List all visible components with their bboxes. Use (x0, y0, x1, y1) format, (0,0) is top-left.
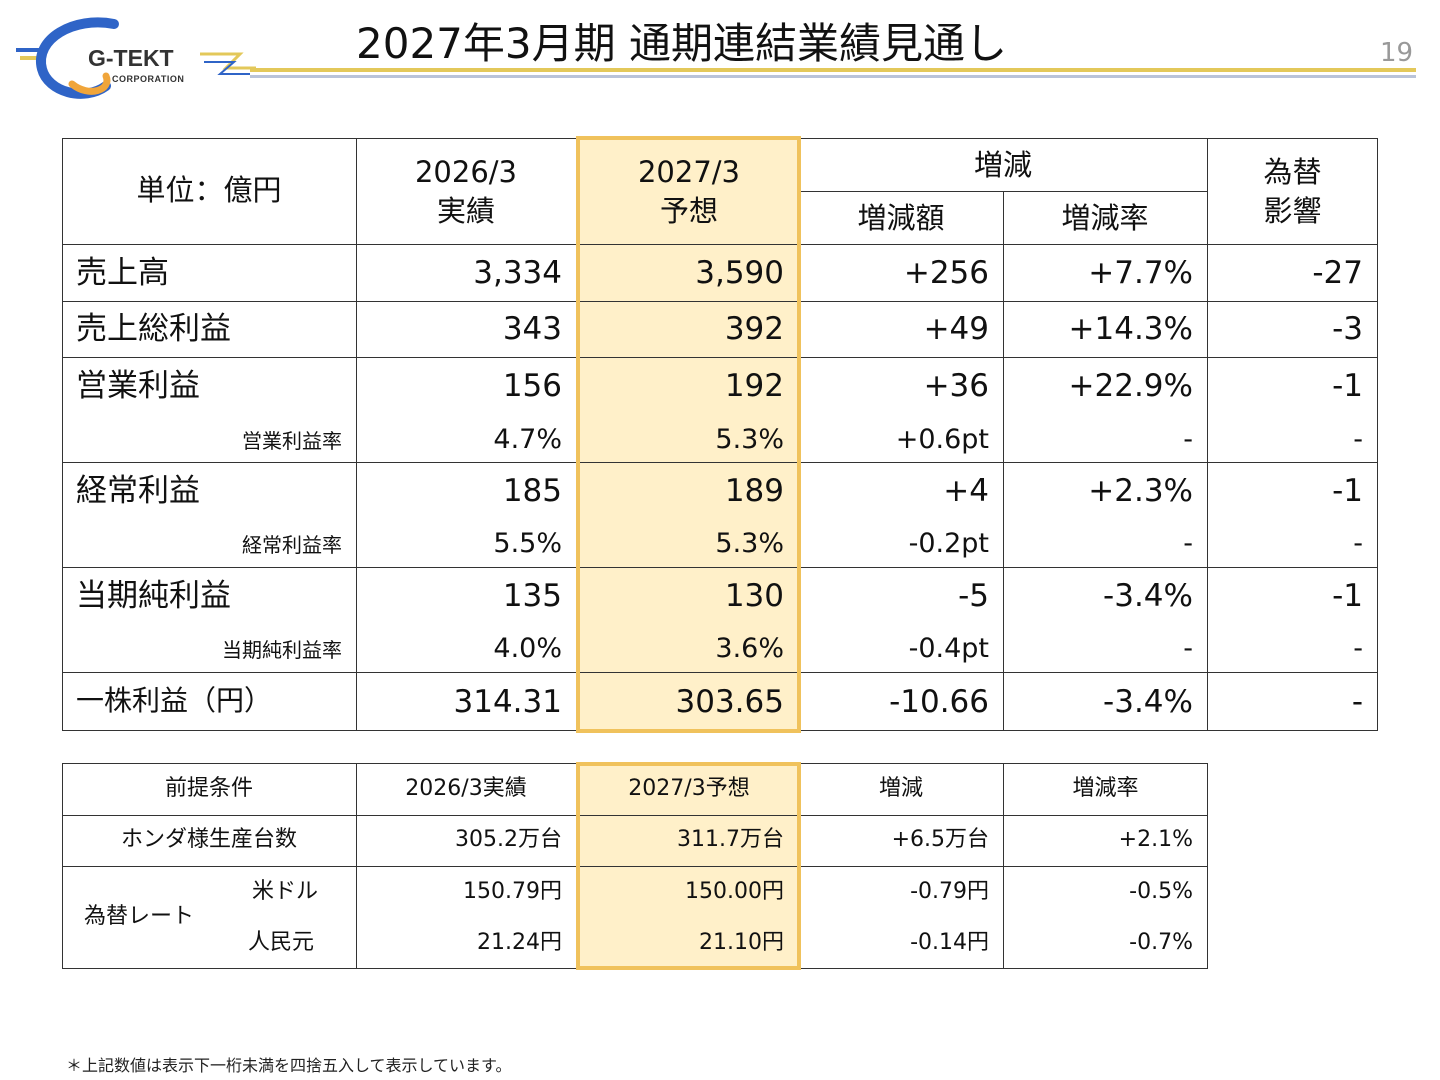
cell-rate: +14.3% (1068, 311, 1193, 347)
cell-forecast: 21.10円 (699, 930, 784, 955)
title-rule-blue (250, 75, 1416, 78)
cell-fx: - (1353, 528, 1363, 559)
cell-fx: -3 (1332, 311, 1363, 347)
page-title: 2027年3月期 通期連結業績見通し (356, 19, 1007, 68)
logo-subtext: CORPORATION (112, 74, 184, 84)
cond-header: 増減率 (1072, 776, 1139, 801)
cell-amount: -0.4pt (908, 633, 989, 664)
cell-rate: -0.5% (1129, 879, 1193, 904)
cny-label: 人民元 (248, 930, 315, 955)
forecast-column-border (576, 136, 801, 733)
cell-forecast: 392 (724, 311, 784, 347)
cell-rate: - (1183, 528, 1193, 559)
assumptions-table: 前提条件 2026/3実績 2027/3予想 増減 増減率 ホンダ様生産台数 3… (62, 762, 1208, 970)
col-forecast-year: 2027/3 (637, 155, 741, 189)
forecast-column-highlight (578, 138, 800, 731)
cell-prev: 156 (502, 368, 562, 404)
cell-fx: -1 (1332, 473, 1363, 509)
row-label: 経常利益 (76, 473, 200, 509)
row-label: 一株利益（円） (76, 684, 273, 717)
cell-forecast: 3.6% (715, 633, 784, 664)
sub-row-label: 当期純利益率 (222, 638, 342, 662)
col-forecast-sub: 予想 (659, 194, 718, 228)
footnote: ＊上記数値は表示下一桁未満を四捨五入して表示しています。 (66, 1056, 512, 1075)
cell-rate: - (1183, 424, 1193, 455)
cell-rate: +22.9% (1068, 368, 1193, 404)
cell-forecast: 189 (724, 473, 784, 509)
sub-row-label: 営業利益率 (242, 429, 342, 453)
cell-forecast: 303.65 (675, 684, 784, 720)
cell-fx: -27 (1312, 255, 1363, 291)
fx-rate-label: 為替レート (84, 904, 195, 929)
cell-prev: 4.0% (493, 633, 562, 664)
forecast-column-border (576, 762, 801, 970)
cell-amount: +6.5万台 (891, 827, 989, 852)
cell-amount: +4 (943, 473, 989, 509)
cell-forecast: 311.7万台 (677, 827, 784, 852)
cell-rate: - (1183, 633, 1193, 664)
col-change-rate: 増減率 (1061, 201, 1149, 235)
col-prev-year: 2026/3 (414, 155, 518, 189)
logo-text: G-TEKT (88, 45, 174, 71)
cell-forecast: 150.00円 (685, 879, 784, 904)
honda-label: ホンダ様生産台数 (120, 827, 297, 852)
cell-prev: 135 (502, 578, 562, 614)
col-fx-line1: 為替 (1263, 155, 1322, 189)
usd-label: 米ドル (252, 879, 319, 904)
cell-amount: -5 (958, 578, 989, 614)
forecast-results-table: 単位：億円 2026/3 実績 2027/3 予想 増減 増減額 増減率 為替 … (62, 136, 1378, 733)
cell-amount: -10.66 (889, 684, 989, 720)
cell-fx: -1 (1332, 578, 1363, 614)
row-label: 売上高 (76, 255, 169, 291)
cell-forecast: 3,590 (695, 255, 784, 291)
unit-label: 単位：億円 (136, 173, 282, 207)
cell-amount: +36 (923, 368, 989, 404)
cell-rate: -0.7% (1129, 930, 1193, 955)
cell-amount: +0.6pt (895, 424, 989, 455)
cell-forecast: 192 (724, 368, 784, 404)
col-fx-line2: 影響 (1263, 194, 1322, 228)
cell-prev: 3,334 (473, 255, 562, 291)
row-label: 当期純利益 (76, 578, 231, 614)
cell-rate: -3.4% (1103, 578, 1193, 614)
cell-prev: 150.79円 (463, 879, 562, 904)
col-change-amount: 増減額 (857, 201, 945, 235)
page-number: 19 (1380, 38, 1414, 68)
g-tekt-logo-icon: G-TEKT CORPORATION (16, 17, 256, 99)
cond-header: 2026/3実績 (405, 776, 527, 801)
cell-rate: +2.1% (1118, 827, 1193, 852)
title-rule-gold (250, 68, 1416, 72)
cell-prev: 305.2万台 (455, 827, 562, 852)
cell-fx: - (1353, 424, 1363, 455)
row-label: 売上総利益 (76, 311, 231, 347)
cell-prev: 5.5% (493, 528, 562, 559)
cond-header: 前提条件 (164, 776, 253, 801)
cell-fx: - (1351, 684, 1363, 720)
sub-row-label: 経常利益率 (242, 533, 342, 557)
cell-fx: - (1353, 633, 1363, 664)
cell-forecast: 5.3% (715, 424, 784, 455)
cond-header: 2027/3予想 (628, 776, 750, 801)
cell-prev: 343 (502, 311, 562, 347)
cell-rate: +2.3% (1088, 473, 1193, 509)
cell-prev: 185 (502, 473, 562, 509)
cell-forecast: 5.3% (715, 528, 784, 559)
cell-rate: -3.4% (1103, 684, 1193, 720)
cell-prev: 21.24円 (477, 930, 562, 955)
cell-prev: 314.31 (453, 684, 562, 720)
cell-fx: -1 (1332, 368, 1363, 404)
cell-amount: -0.2pt (908, 528, 989, 559)
row-label: 営業利益 (76, 368, 200, 404)
cell-amount: -0.14円 (910, 930, 989, 955)
cell-forecast: 130 (724, 578, 784, 614)
cond-header: 増減 (878, 776, 923, 801)
cell-amount: -0.79円 (910, 879, 989, 904)
cell-rate: +7.7% (1088, 255, 1193, 291)
company-logo: G-TEKT CORPORATION (14, 14, 264, 106)
cell-amount: +256 (903, 255, 989, 291)
cell-amount: +49 (923, 311, 989, 347)
cell-prev: 4.7% (493, 424, 562, 455)
col-prev-sub: 実績 (436, 194, 495, 228)
col-change: 増減 (973, 148, 1032, 182)
